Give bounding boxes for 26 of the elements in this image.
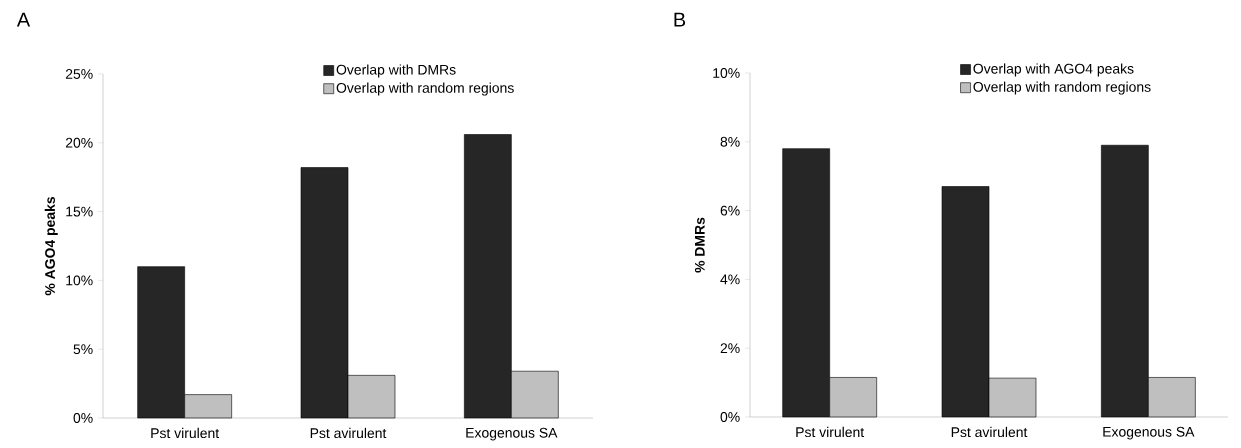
legend-label: Overlap with DMRs [336,64,456,78]
y-tick-label: 0% [73,413,93,423]
y-tick-label: 2% [720,343,740,354]
y-tick-label: 6% [720,205,740,216]
y-axis-title: % AGO4 peaks [44,196,58,296]
y-tick-label: 0% [720,412,740,422]
x-tick-label: Pst virulent [796,426,865,438]
y-tick-label: 10% [713,68,740,78]
x-tick-label: Exogenous SA [1103,426,1195,440]
y-tick-label: 25% [65,69,93,79]
legend-label: Overlap with random regions [336,82,514,96]
y-tick-label: 10% [66,275,93,286]
chart-title: B [674,12,686,27]
y-tick-label: 8% [720,136,740,147]
x-tick-label: Pst virulent [151,427,220,439]
legend-label: Overlap with random regions [973,81,1151,95]
y-tick-label: 5% [73,344,93,355]
y-tick-label: 15% [66,206,93,217]
x-tick-label: Exogenous SA [466,427,558,441]
x-tick-label: Pst avirulent [310,427,387,439]
y-tick-label: 20% [65,137,93,148]
y-axis-title: % DMRs [694,217,705,273]
legend-label: Overlap with AGO4 peaks [973,63,1134,77]
x-tick-label: Pst avirulent [951,426,1028,438]
y-tick-label: 4% [720,274,740,285]
chart-title: A [16,12,31,27]
